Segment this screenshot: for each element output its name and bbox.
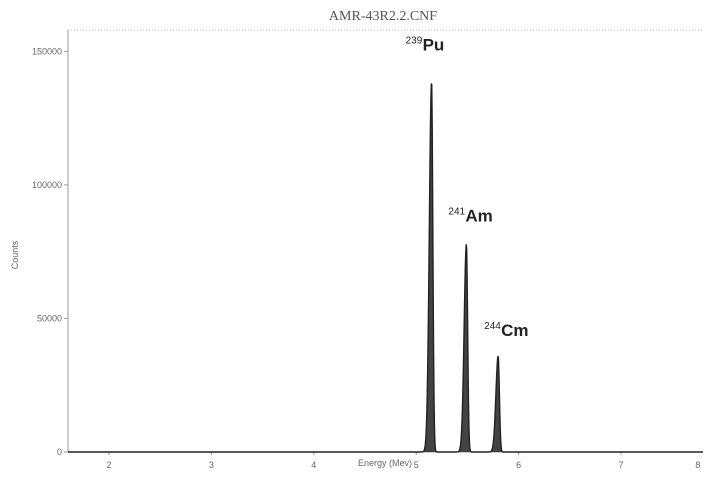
x-tick-label: 5 <box>414 460 419 470</box>
x-tick-label: 3 <box>209 460 214 470</box>
peak-label-superscript: 241 <box>448 207 465 218</box>
peak-annotations: 239 Pu 241 Am 244 Cm <box>406 36 529 340</box>
y-tick-label: 100000 <box>32 180 62 190</box>
x-axis-ticks: 2 3 4 5 6 7 8 <box>106 452 700 470</box>
y-tick-label: 50000 <box>37 313 62 323</box>
peak-label-element: Cm <box>501 321 528 340</box>
y-tick-label: 150000 <box>32 46 62 56</box>
x-tick-label: 7 <box>619 460 624 470</box>
peak-label-element: Pu <box>423 36 445 55</box>
x-axis-title: Energy (Mev) <box>358 458 412 468</box>
series-group <box>68 83 703 453</box>
plot-frame <box>67 29 703 453</box>
x-tick-label: 8 <box>695 460 700 470</box>
x-tick-label: 4 <box>311 460 316 470</box>
chart-title: AMR-43R2.2.CNF <box>329 9 437 24</box>
y-axis-title: Counts <box>10 240 20 269</box>
spectrum-line <box>68 83 703 453</box>
x-tick-label: 6 <box>516 460 521 470</box>
peak-label-superscript: 244 <box>484 321 501 332</box>
peak-label-element: Am <box>465 207 492 226</box>
x-tick-label: 2 <box>106 460 111 470</box>
spectrum-fill <box>68 83 703 452</box>
y-tick-label: 0 <box>57 447 62 457</box>
peak-label-superscript: 239 <box>406 36 423 47</box>
y-axis-ticks: 0 50000 100000 150000 <box>32 46 68 457</box>
